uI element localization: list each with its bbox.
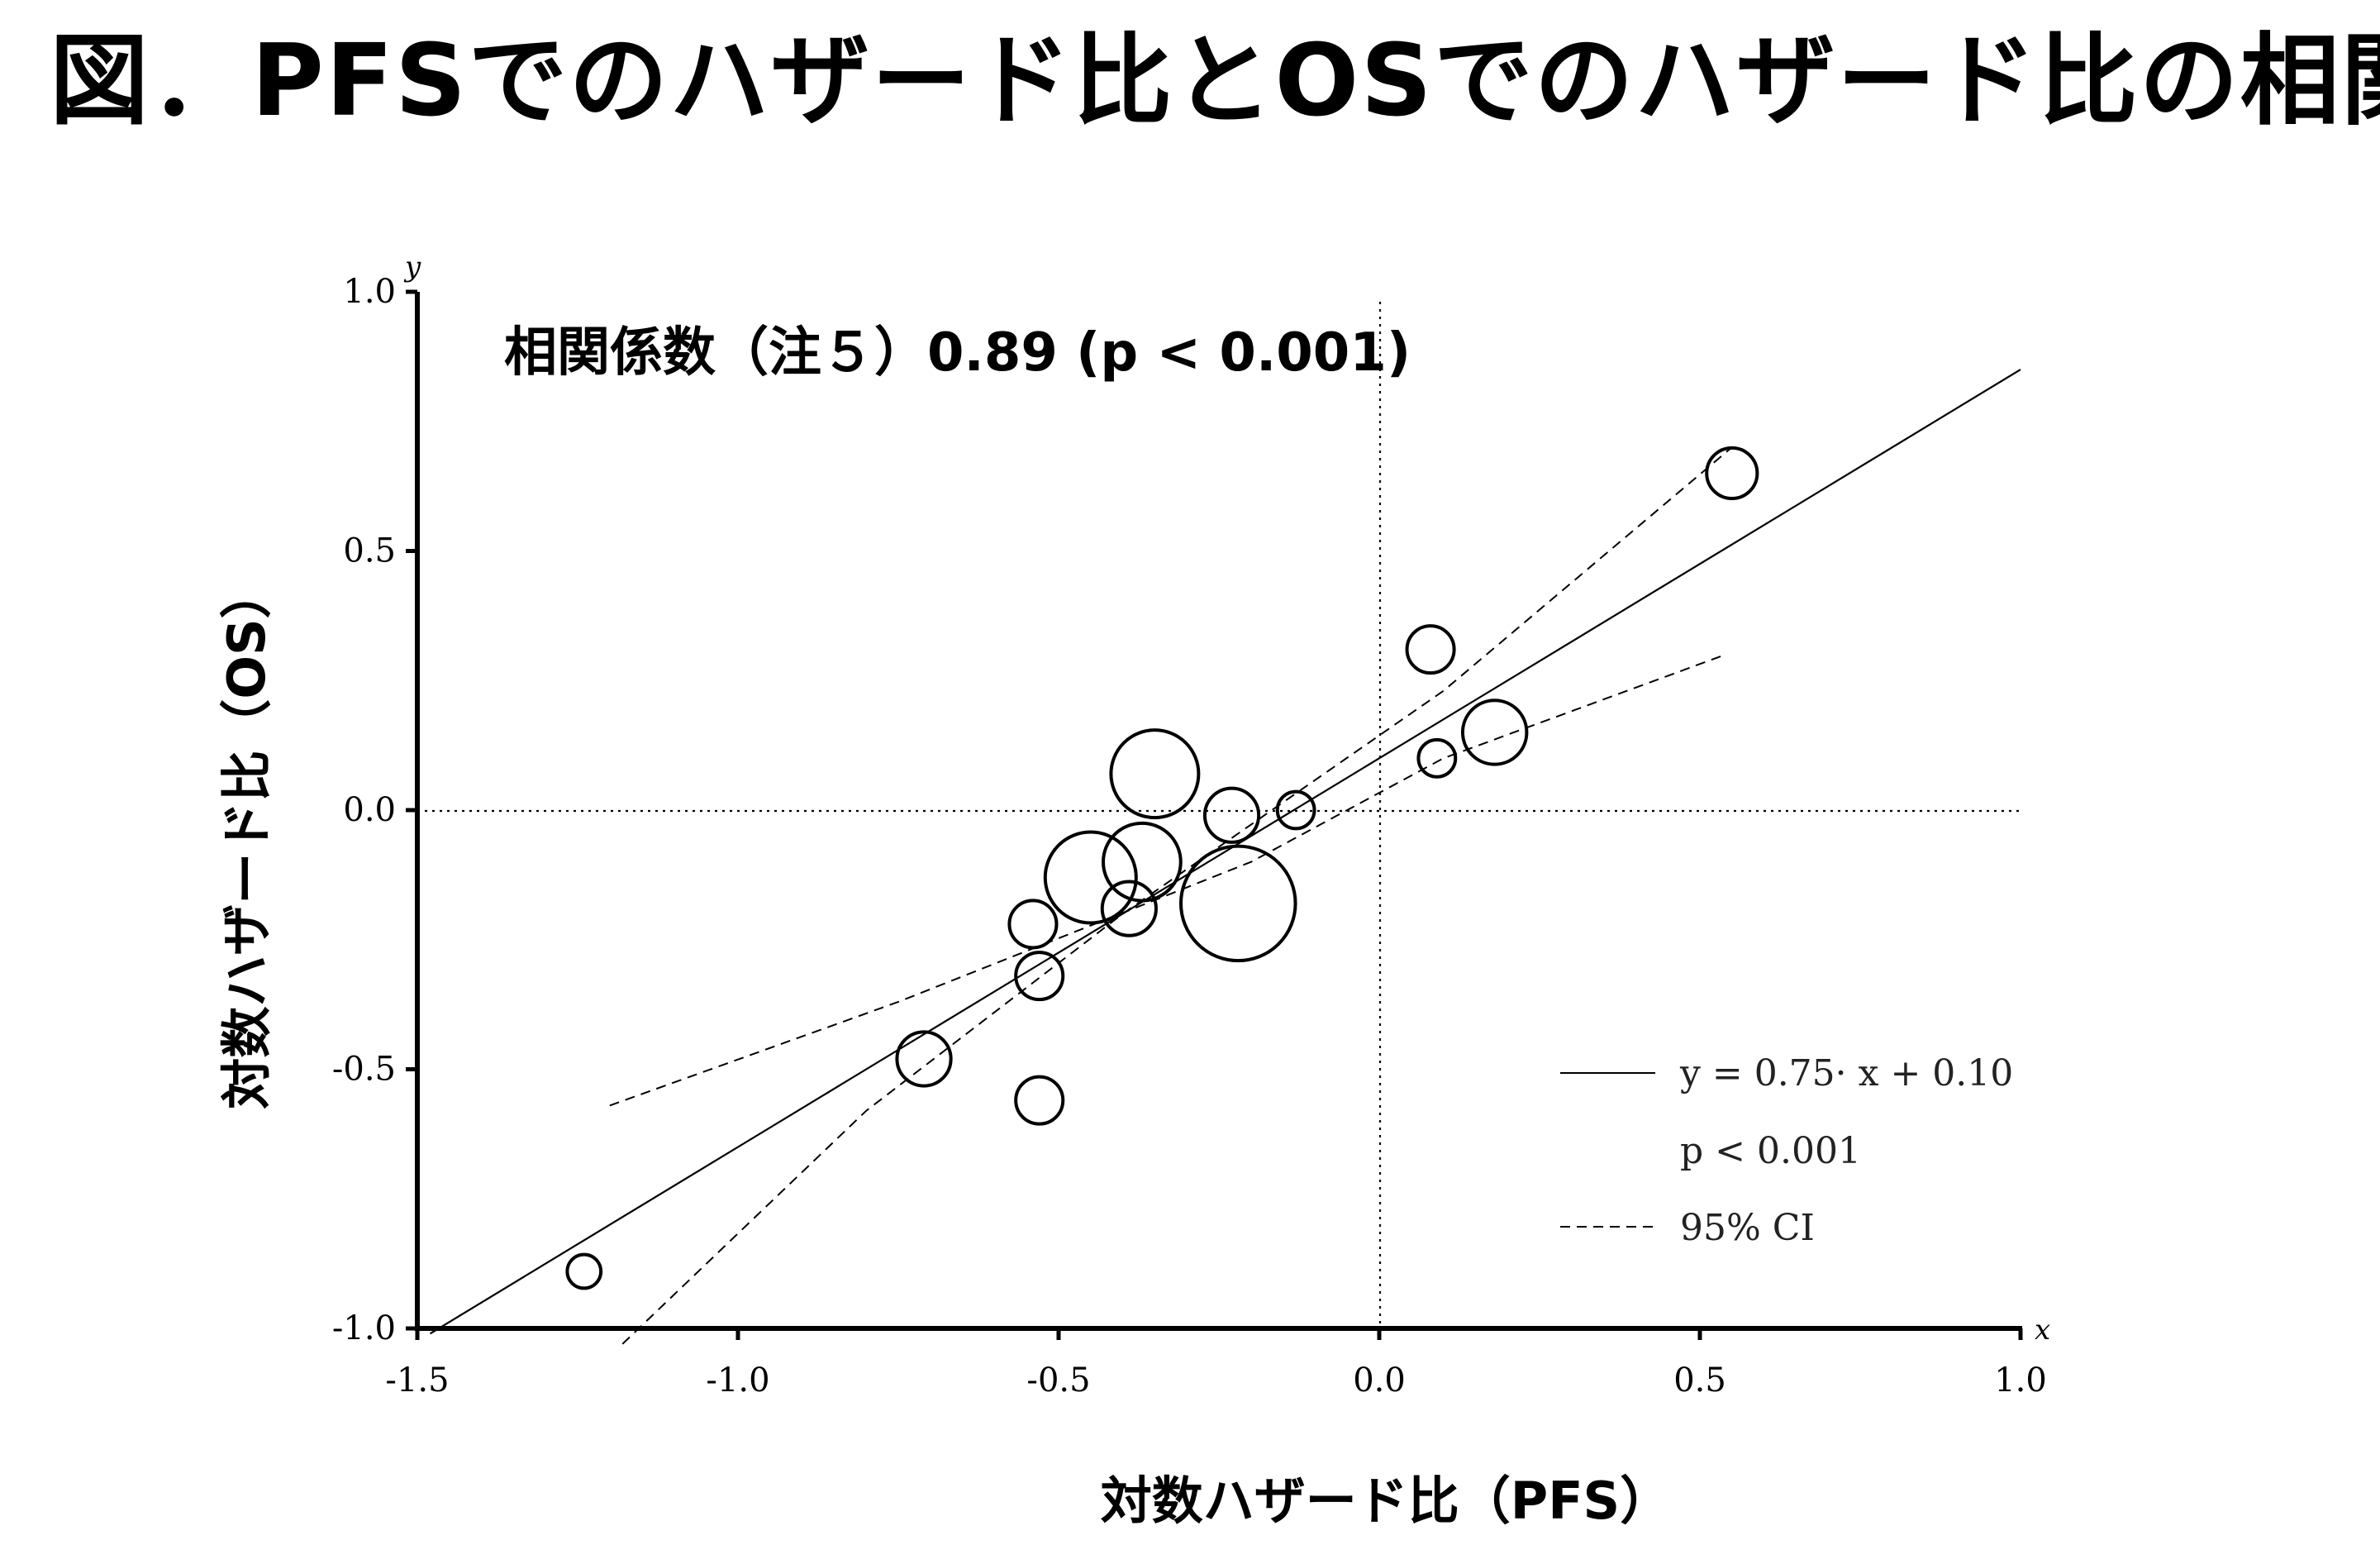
- y-tick-label: 0.5: [343, 532, 396, 570]
- data-point: [1109, 728, 1201, 820]
- y-tick-label: 1.0: [343, 273, 396, 311]
- data-point: [1102, 821, 1183, 903]
- y-tick-label: -0.5: [332, 1051, 396, 1089]
- x-tick-label: -0.5: [1026, 1361, 1090, 1400]
- ci-lower-line: [609, 653, 1726, 1107]
- data-point: [1405, 624, 1456, 675]
- regression-line: [429, 369, 2021, 1335]
- x-tick-label: -1.5: [385, 1361, 449, 1400]
- data-point: [1705, 446, 1759, 501]
- ticks-layer: -1.5 -1.0 -0.5 0.0 0.5 1.0 -1.0 -0.5 0.0 0.5 1.0: [332, 273, 2047, 1400]
- data-point: [1014, 951, 1065, 1002]
- y-tick-label: 0.0: [343, 791, 396, 829]
- y-axis-title: 対数ハザード比（OS）: [217, 567, 277, 1109]
- page-title: 図．PFSでのハザード比とOSでのハザード比の相関: [50, 24, 2380, 139]
- data-point: [1460, 699, 1529, 766]
- data-layer: [429, 369, 2021, 1345]
- y-tick-label: -1.0: [332, 1309, 396, 1347]
- y-axis-variable: y: [403, 250, 421, 284]
- x-tick-label: 1.0: [1994, 1361, 2047, 1400]
- data-point: [1100, 880, 1158, 937]
- data-point: [1007, 899, 1059, 950]
- data-point: [565, 1252, 603, 1290]
- data-point: [895, 1030, 953, 1088]
- data-point: [1014, 1075, 1065, 1126]
- data-point: [1275, 789, 1316, 831]
- legend-p-label: p < 0.001: [1680, 1130, 1861, 1172]
- data-point: [1202, 786, 1261, 844]
- data-point: [1043, 830, 1138, 925]
- ci-upper-line: [621, 446, 1733, 1345]
- axes: y x: [403, 250, 2050, 1347]
- data-point: [1416, 737, 1458, 779]
- data-point: [1178, 844, 1297, 963]
- correlation-annotation: 相関係数（注５）0.89 (p < 0.001): [504, 322, 1411, 384]
- reference-lines: [417, 302, 2021, 1327]
- x-axis-variable: x: [2035, 1314, 2050, 1347]
- x-tick-label: 0.0: [1353, 1361, 1406, 1400]
- legend-ci-label: 95% CI: [1680, 1207, 1815, 1249]
- legend: y = 0.75· x + 0.10 p < 0.001 95% CI: [1560, 1052, 2013, 1249]
- x-tick-label: -1.0: [706, 1361, 769, 1400]
- legend-regression-label: y = 0.75· x + 0.10: [1679, 1052, 2013, 1094]
- x-axis-title: 対数ハザード比（PFS）: [1101, 1471, 1671, 1531]
- x-tick-label: 0.5: [1673, 1361, 1726, 1400]
